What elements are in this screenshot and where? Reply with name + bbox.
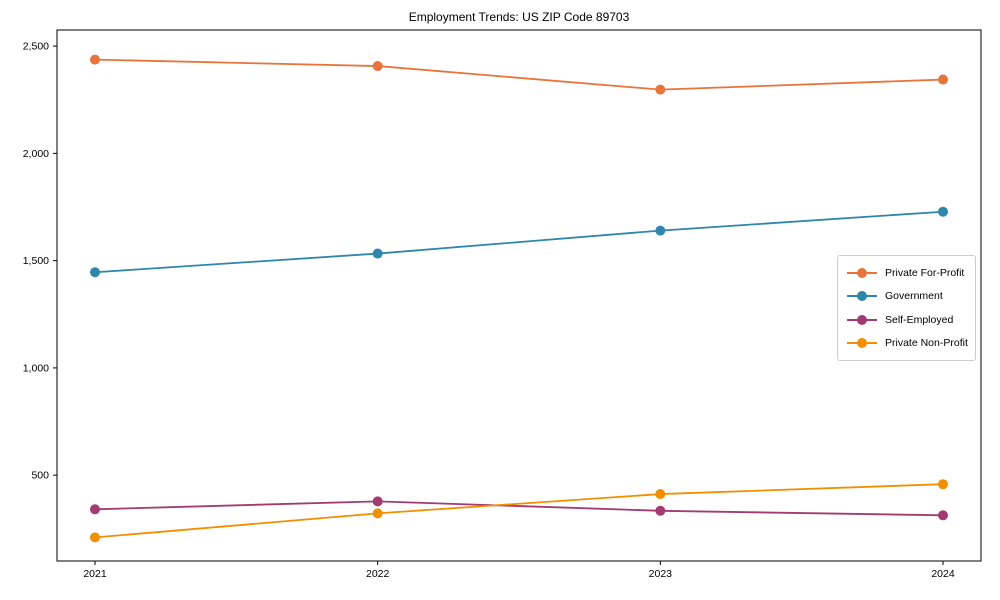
data-point-government-2021 <box>90 267 100 278</box>
legend-marker-icon <box>847 291 877 302</box>
data-point-self-employed-2021 <box>90 504 100 515</box>
data-point-government-2024 <box>938 206 948 217</box>
x-tick-label: 2024 <box>931 568 955 580</box>
plot-border <box>56 29 982 562</box>
legend-label: Private For-Profit <box>885 266 965 279</box>
legend-label: Government <box>885 290 943 303</box>
series-line-private-for-profit <box>94 58 944 91</box>
series-line-private-non-profit <box>94 483 944 539</box>
data-point-private-for-profit-2024 <box>938 74 948 85</box>
data-point-private-non-profit-2021 <box>90 532 100 543</box>
x-tick-label: 2023 <box>649 568 673 580</box>
data-point-self-employed-2023 <box>655 505 666 516</box>
data-point-self-employed-2022 <box>372 496 383 507</box>
data-point-private-for-profit-2022 <box>372 61 383 72</box>
legend-marker-icon <box>847 338 877 349</box>
x-tick-label: 2021 <box>83 568 107 580</box>
data-point-government-2023 <box>655 225 666 236</box>
legend-label: Private Non-Profit <box>885 337 968 350</box>
y-tick-label: 1,500 <box>23 255 49 267</box>
legend-label: Self-Employed <box>885 313 954 326</box>
y-tick-label: 2,500 <box>23 41 49 53</box>
y-tick-label: 1,000 <box>23 362 49 374</box>
data-point-private-for-profit-2021 <box>90 54 100 65</box>
data-point-self-employed-2024 <box>938 510 948 521</box>
x-tick-label: 2022 <box>366 568 390 580</box>
legend-marker-icon <box>847 314 877 325</box>
chart-title: Employment Trends: US ZIP Code 89703 <box>408 10 630 24</box>
legend: Private For-Profit Government Self-Employe… <box>837 255 976 361</box>
legend-marker-icon <box>847 267 877 278</box>
legend-item-private-non-profit: Private Non-Profit <box>847 332 968 356</box>
data-point-private-non-profit-2024 <box>938 479 948 490</box>
legend-item-government: Government <box>847 285 967 309</box>
data-point-government-2022 <box>372 248 383 259</box>
y-tick-label: 2,000 <box>23 148 49 160</box>
y-tick-label: 500 <box>31 470 49 482</box>
data-point-private-non-profit-2023 <box>655 489 666 500</box>
legend-item-private-for-profit: Private For-Profit <box>847 261 967 285</box>
data-point-private-for-profit-2023 <box>655 84 666 95</box>
series-line-self-employed <box>94 500 944 517</box>
legend-item-self-employed: Self-Employed <box>847 308 967 332</box>
data-point-private-non-profit-2022 <box>372 508 383 519</box>
series-line-government <box>94 210 944 274</box>
